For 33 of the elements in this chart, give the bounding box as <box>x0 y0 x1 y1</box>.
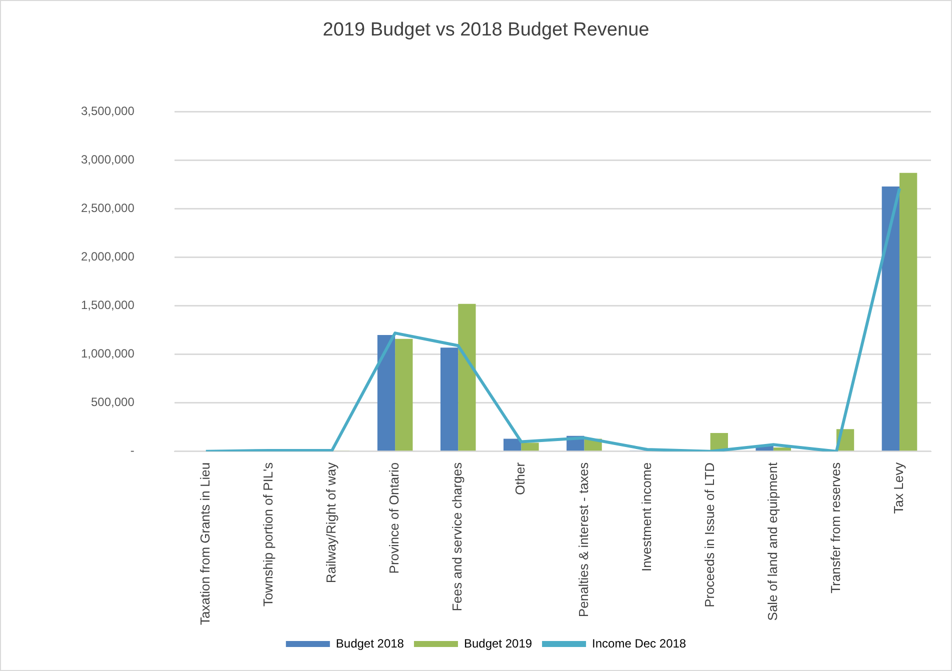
y-tick-label: 2,000,000 <box>80 250 135 264</box>
bar <box>440 348 458 451</box>
y-tick-label: 3,500,000 <box>80 104 135 118</box>
y-tick-label: 3,000,000 <box>80 152 135 167</box>
bar <box>395 338 413 451</box>
x-tick-label: Taxation from Grants in Lieu <box>197 462 212 625</box>
x-tick-label: Transfer from reserves <box>828 462 843 594</box>
bar <box>377 334 396 451</box>
legend-label: Budget 2018 <box>336 636 404 650</box>
y-tick-label: 1,000,000 <box>80 346 135 361</box>
x-tick-label: Sale of land and equipment <box>764 462 780 621</box>
x-tick-label: Tax Levy <box>891 462 906 514</box>
chart-title: 2019 Budget vs 2018 Budget Revenue <box>322 20 650 41</box>
bar <box>882 186 900 451</box>
x-tick-label: Township portion of PIL's <box>260 462 276 607</box>
y-tick-label: 500,000 <box>90 395 135 410</box>
x-tick-label: Investment income <box>638 462 654 572</box>
y-tick-label: 1,500,000 <box>80 298 135 312</box>
y-tick-label: - <box>130 444 134 458</box>
bar <box>773 448 792 451</box>
bar <box>458 304 476 451</box>
x-tick-label: Railway/Right of way <box>324 462 339 584</box>
x-tick-label: Penalties & interest - taxes <box>576 462 591 618</box>
bar <box>504 438 522 451</box>
bar <box>521 442 539 451</box>
x-tick-label: Other <box>512 462 528 495</box>
x-tick-label: Proceeds in Issue of LTD <box>702 462 717 608</box>
legend-label: Income Dec 2018 <box>592 636 686 650</box>
x-tick-label: Fees and service charges <box>450 462 465 612</box>
bar <box>899 172 918 451</box>
x-tick-label: Province of Ontario <box>386 462 402 574</box>
legend-label: Budget 2019 <box>464 636 532 650</box>
y-tick-label: 2,500,000 <box>80 201 135 216</box>
